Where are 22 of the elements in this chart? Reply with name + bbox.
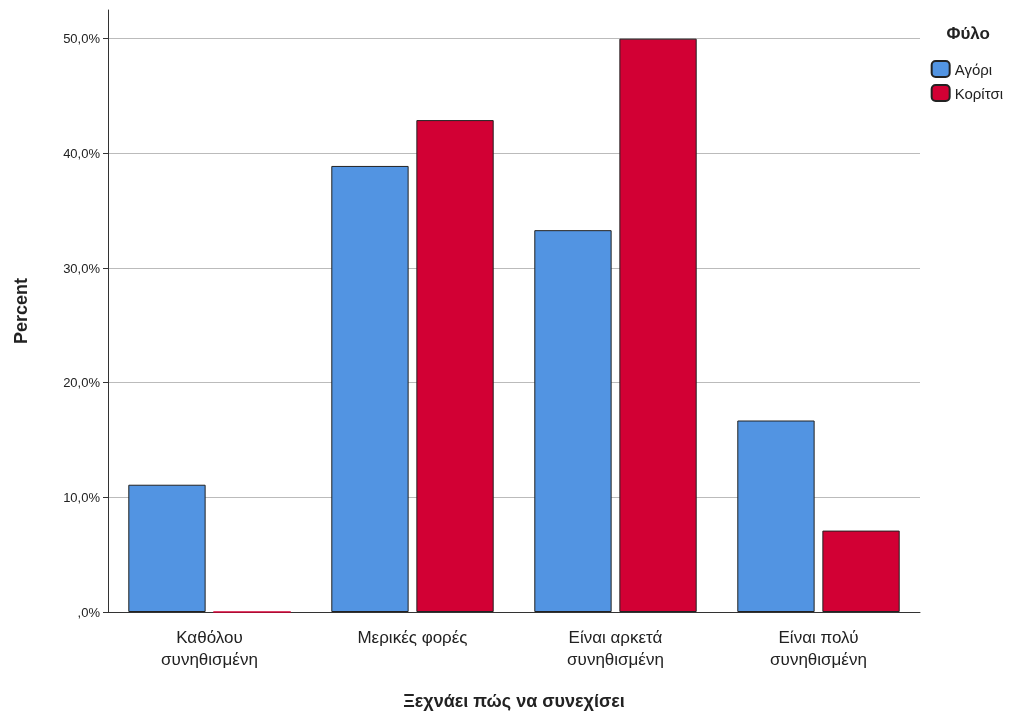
- legend-label: Αγόρι: [954, 60, 993, 78]
- legend-label: Κορίτσι: [954, 84, 1004, 102]
- x-axis-title: Ξεχνάει πώς να συνεχίσει: [403, 691, 625, 711]
- bar: [416, 120, 494, 612]
- x-tick-label: Μερικές φορές: [357, 627, 468, 647]
- y-tick-label: 50,0%: [63, 31, 101, 47]
- x-tick-label: Καθόλου συνηθισμένη: [161, 627, 258, 669]
- bar: [619, 38, 697, 612]
- legend-title: Φύλο: [946, 24, 990, 43]
- x-tick-label: Είναι πολύ συνηθισμένη: [770, 627, 867, 669]
- bar: [331, 165, 409, 612]
- bar: [737, 420, 815, 612]
- y-tick-label: ,0%: [77, 604, 101, 620]
- bar: [822, 530, 900, 612]
- x-tick-label: Είναι αρκετά συνηθισμένη: [567, 627, 664, 669]
- bar: [534, 230, 612, 612]
- y-tick-label: 40,0%: [63, 145, 101, 161]
- bar: [128, 484, 206, 612]
- y-tick-label: 30,0%: [63, 260, 101, 276]
- y-tick-label: 10,0%: [63, 489, 101, 505]
- y-tick-label: 20,0%: [63, 375, 101, 391]
- y-axis-title: Percent: [11, 277, 31, 345]
